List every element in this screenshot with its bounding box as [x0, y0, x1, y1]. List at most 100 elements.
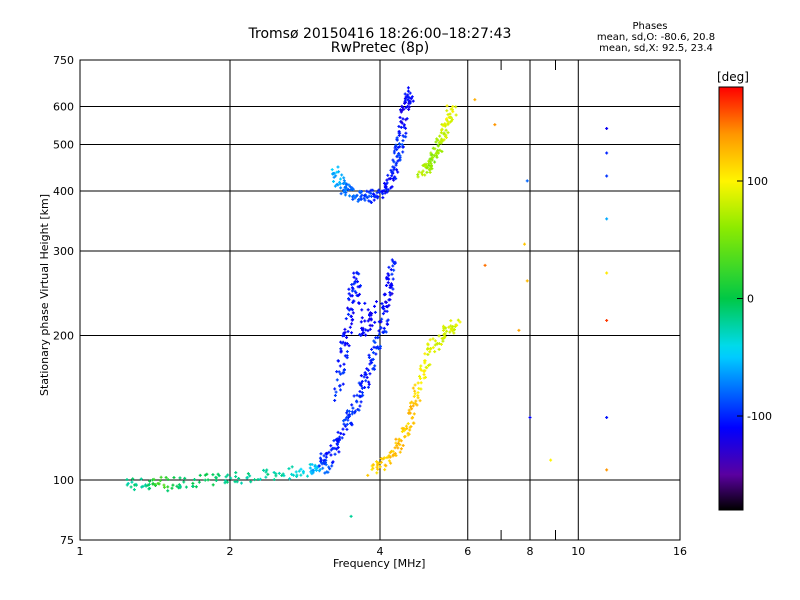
data-point: [367, 190, 371, 194]
data-point: [369, 201, 373, 205]
data-point: [383, 329, 387, 333]
data-point: [383, 191, 387, 195]
data-point: [454, 105, 458, 109]
data-point: [394, 177, 398, 181]
data-point: [318, 456, 322, 460]
data-point: [368, 313, 371, 317]
data-point: [328, 467, 332, 471]
data-point: [345, 422, 349, 426]
data-point: [389, 168, 393, 172]
data-point: [359, 190, 363, 194]
data-point: [342, 419, 346, 423]
data-point: [345, 335, 349, 339]
data-point: [384, 304, 388, 308]
data-point: [332, 171, 336, 175]
data-point: [345, 182, 349, 186]
data-point: [350, 294, 354, 298]
data-point: [370, 468, 374, 472]
data-point: [295, 473, 299, 477]
data-point: [342, 179, 346, 183]
data-point: [314, 468, 318, 472]
data-point: [355, 193, 359, 197]
data-point: [409, 97, 413, 101]
data-point: [363, 371, 367, 375]
data-point: [389, 461, 393, 465]
data-point: [528, 415, 532, 419]
data-point: [347, 287, 351, 291]
data-point: [355, 393, 359, 397]
data-point: [368, 323, 372, 327]
data-point: [427, 167, 431, 171]
data-point: [396, 170, 400, 174]
data-point: [408, 428, 412, 432]
data-point: [350, 286, 354, 290]
data-point: [362, 331, 366, 335]
data-point: [290, 472, 294, 476]
data-point: [378, 465, 382, 469]
data-point: [258, 477, 262, 481]
data-point: [322, 462, 326, 466]
data-point: [431, 337, 435, 341]
data-point: [337, 450, 341, 454]
data-point: [360, 326, 364, 330]
data-point: [605, 271, 609, 275]
data-point: [358, 404, 362, 408]
data-point: [390, 174, 394, 178]
data-point: [338, 182, 342, 186]
data-point: [345, 342, 349, 346]
data-point: [431, 156, 435, 160]
data-point: [335, 170, 339, 174]
data-point: [332, 179, 336, 183]
data-point: [403, 435, 407, 439]
data-point: [146, 483, 150, 487]
data-point: [413, 392, 417, 396]
data-point: [364, 328, 368, 332]
data-point: [330, 464, 334, 468]
data-point: [347, 344, 351, 348]
data-point: [440, 150, 444, 153]
chart-subtitle: RwPretec (8p): [330, 40, 430, 56]
data-point: [332, 175, 336, 179]
data-point: [366, 473, 370, 477]
data-point: [605, 151, 609, 155]
data-point: [350, 318, 354, 322]
data-point: [390, 170, 394, 174]
data-point: [297, 469, 301, 473]
data-point: [194, 485, 198, 489]
data-point: [352, 394, 356, 398]
data-point: [340, 341, 344, 345]
data-point: [339, 350, 343, 354]
data-point: [369, 317, 373, 321]
data-point: [166, 485, 170, 489]
data-point: [159, 475, 163, 479]
data-point: [299, 473, 303, 477]
data-point: [410, 407, 414, 411]
data-point: [426, 346, 430, 350]
data-point: [234, 475, 238, 479]
data-point: [426, 352, 430, 356]
data-point: [442, 336, 446, 340]
data-point: [413, 389, 417, 393]
data-point: [442, 131, 446, 135]
data-point: [351, 197, 355, 201]
data-point: [435, 150, 439, 154]
data-point: [395, 168, 399, 172]
data-point: [422, 372, 426, 376]
data-point: [352, 275, 356, 279]
data-point: [445, 104, 449, 108]
data-point: [339, 431, 343, 435]
data-point: [342, 176, 346, 180]
data-point: [172, 476, 176, 480]
data-point: [125, 483, 129, 487]
data-point: [336, 430, 340, 434]
data-point: [353, 411, 357, 415]
data-point: [358, 394, 362, 398]
colorbar-tick-label: 100: [747, 175, 768, 188]
data-point: [360, 193, 364, 197]
data-point: [306, 474, 310, 478]
data-point: [444, 128, 448, 132]
data-point: [407, 96, 411, 100]
data-point: [456, 318, 460, 322]
data-point: [335, 443, 339, 447]
data-point: [433, 160, 437, 164]
